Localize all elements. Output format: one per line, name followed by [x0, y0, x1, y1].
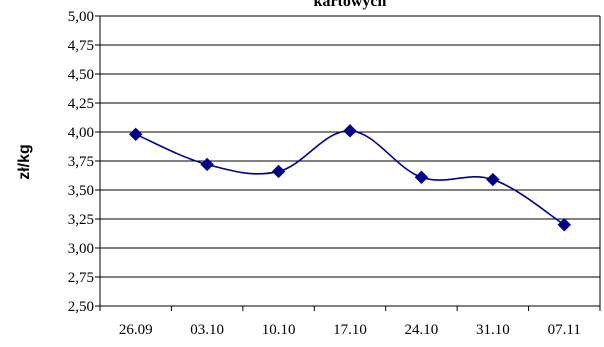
data-point-marker: [344, 125, 356, 137]
series-line: [136, 131, 565, 225]
data-point-marker: [273, 165, 285, 177]
data-point-marker: [558, 219, 570, 231]
y-tick-labels: 2,50 2,75 3,00 3,25 3,50 3,75 4,00 4,25 4,50 4,75…: [68, 9, 94, 315]
series-layer: [130, 125, 571, 231]
chart-title: kartowych: [314, 0, 387, 10]
y-tick-label: 4,50: [68, 67, 94, 83]
x-tick-label: 10.10: [262, 322, 296, 338]
data-point-marker: [130, 128, 142, 140]
y-tick-label: 3,25: [68, 212, 94, 228]
x-tick-label: 31.10: [476, 322, 510, 338]
y-tick-label: 2,50: [68, 299, 94, 315]
x-tick-label: 26.09: [119, 322, 153, 338]
y-tick-label: 4,25: [68, 96, 94, 112]
data-point-marker: [487, 174, 499, 186]
data-point-marker: [201, 158, 213, 170]
x-tick-label: 07.11: [548, 322, 581, 338]
y-tick-label: 3,50: [68, 183, 94, 199]
y-axis-label: zł/kg: [16, 144, 33, 180]
axes: [95, 16, 600, 311]
x-tick-label: 24.10: [405, 322, 439, 338]
x-tick-labels: 26.09 03.10 10.10 17.10 24.10 31.10 07.11: [119, 322, 581, 338]
x-tick-label: 17.10: [333, 322, 367, 338]
data-point-marker: [415, 171, 427, 183]
x-tick-label: 03.10: [190, 322, 224, 338]
y-tick-label: 3,00: [68, 241, 94, 257]
y-tick-label: 4,00: [68, 125, 94, 141]
gridlines: [100, 16, 600, 306]
y-tick-label: 3,75: [68, 154, 94, 170]
y-tick-label: 5,00: [68, 9, 94, 25]
y-tick-label: 4,75: [68, 38, 94, 54]
y-tick-label: 2,75: [68, 270, 94, 286]
